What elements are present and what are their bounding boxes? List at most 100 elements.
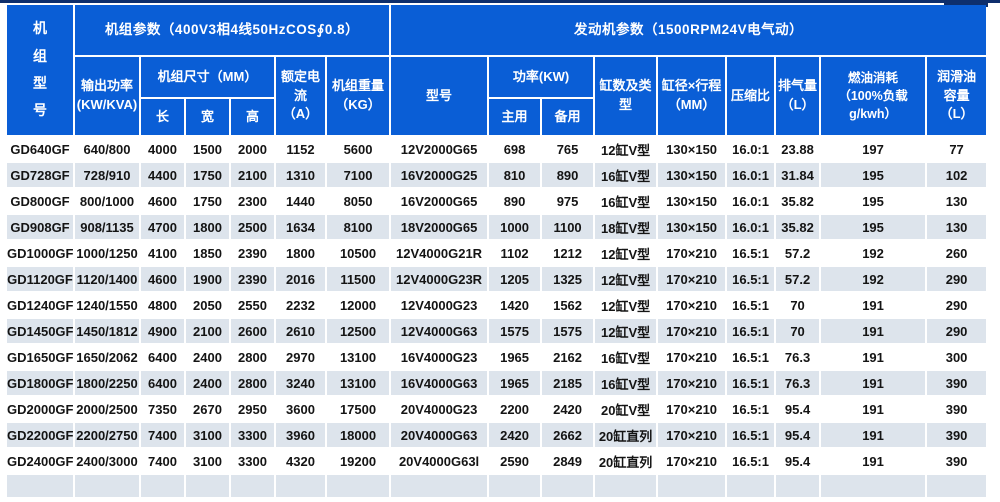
table-cell: 16V2000G65 (391, 189, 488, 213)
table-cell: 1800/2250 (75, 371, 139, 395)
table-cell: 2970 (276, 345, 325, 369)
table-cell: 19200 (327, 449, 390, 473)
table-cell: 4700 (141, 215, 184, 239)
table-cell: GD728GF (7, 163, 73, 187)
table-cell: 3300 (231, 449, 274, 473)
table-cell: 290 (927, 293, 987, 317)
table-cell: 76.3 (776, 371, 820, 395)
table-row: GD728GF 728/910 4400 1750 2100 1310 7100 16V200… (7, 163, 987, 187)
table-cell: 16.5:1 (727, 241, 775, 265)
table-row: GD1120GF 1120/1400 4600 1900 2390 2016 11500 12… (7, 267, 987, 291)
header-bore-stroke: 缸径×行程 （MM） (658, 57, 726, 135)
table-cell: 16V2000G25 (391, 163, 488, 187)
table-cell: 2590 (489, 449, 541, 473)
table-cell: 2390 (231, 267, 274, 291)
table-cell: GD1800GF (7, 371, 73, 395)
table-cell: 16缸V型 (595, 163, 657, 187)
table-cell (821, 475, 926, 497)
table-cell: 2670 (186, 397, 229, 421)
table-cell: 2800 (231, 371, 274, 395)
table-cell: 2016 (276, 267, 325, 291)
table-cell: 16.5:1 (727, 319, 775, 343)
table-cell: 16.0:1 (727, 215, 775, 239)
table-cell: 4600 (141, 267, 184, 291)
table-cell: 4320 (276, 449, 325, 473)
table-cell: 170×210 (658, 345, 726, 369)
table-cell: 3100 (186, 449, 229, 473)
table-cell (595, 475, 657, 497)
table-cell (391, 475, 488, 497)
table-cell: 195 (821, 189, 926, 213)
table-cell: 195 (821, 163, 926, 187)
table-cell: 800/1000 (75, 189, 139, 213)
table-cell: 191 (821, 449, 926, 473)
top-border (0, 0, 1000, 3)
table-cell: 102 (927, 163, 987, 187)
table-cell: 1325 (542, 267, 594, 291)
table-cell: GD2000GF (7, 397, 73, 421)
table-row: GD1800GF 1800/2250 6400 2400 2800 3240 13100 16… (7, 371, 987, 395)
table-cell: 170×210 (658, 397, 726, 421)
table-row: GD1000GF 1000/1250 4100 1850 2390 1800 10500 12… (7, 241, 987, 265)
table-cell: 70 (776, 319, 820, 343)
table-cell: 20V4000G63 (391, 423, 488, 447)
table-cell: 810 (489, 163, 541, 187)
table-cell: 20缸直列 (595, 449, 657, 473)
table-cell: 1240/1550 (75, 293, 139, 317)
table-cell: 16缸V型 (595, 345, 657, 369)
table-cell: 95.4 (776, 423, 820, 447)
table-cell (776, 475, 820, 497)
header-group-unit-params: 机组参数（400V3相4线50HzCOS∮0.8） (75, 5, 390, 55)
table-cell: 2200/2750 (75, 423, 139, 447)
table-cell: 6400 (141, 371, 184, 395)
table-cell: 2000 (231, 137, 274, 161)
header-engine-model: 型号 (391, 57, 488, 135)
table-cell (7, 475, 73, 497)
table-cell: 1310 (276, 163, 325, 187)
table-cell: 1420 (489, 293, 541, 317)
table-row: GD640GF 640/800 4000 1500 2000 1152 5600 12V200… (7, 137, 987, 161)
table-cell: 390 (927, 449, 987, 473)
table-cell: 2849 (542, 449, 594, 473)
table-cell: 16.0:1 (727, 137, 775, 161)
table-cell: 191 (821, 423, 926, 447)
table-cell: 1100 (542, 215, 594, 239)
table-cell: 1000/1250 (75, 241, 139, 265)
table-header: 机 组 型 号 机组参数（400V3相4线50HzCOS∮0.8） 发动机参数（… (7, 5, 987, 135)
table-cell: 3300 (231, 423, 274, 447)
table-cell: 2420 (489, 423, 541, 447)
table-cell: GD800GF (7, 189, 73, 213)
table-cell: 130 (927, 215, 987, 239)
table-cell: GD2400GF (7, 449, 73, 473)
table-cell: GD1650GF (7, 345, 73, 369)
table-cell: 170×210 (658, 423, 726, 447)
table-cell: 16.5:1 (727, 293, 775, 317)
table-cell: 4600 (141, 189, 184, 213)
table-cell: 3100 (186, 423, 229, 447)
table-cell: 12缸V型 (595, 267, 657, 291)
table-cell (542, 475, 594, 497)
table-cell: 12V4000G23R (391, 267, 488, 291)
table-cell: 76.3 (776, 345, 820, 369)
table-cell: 2610 (276, 319, 325, 343)
table-row: GD908GF 908/1135 4700 1800 2500 1634 8100 18V20… (7, 215, 987, 239)
header-power-kw: 功率(KW) (489, 57, 594, 97)
table-body: GD640GF 640/800 4000 1500 2000 1152 5600 12V200… (7, 137, 987, 497)
table-cell: 1575 (489, 319, 541, 343)
table-cell: 170×210 (658, 241, 726, 265)
table-cell: 70 (776, 293, 820, 317)
table-cell: 2950 (231, 397, 274, 421)
partial-row (7, 475, 987, 497)
table-cell: 1800 (276, 241, 325, 265)
table-cell: 2100 (231, 163, 274, 187)
table-cell: 1634 (276, 215, 325, 239)
table-cell: 765 (542, 137, 594, 161)
header-compression: 压缩比 (727, 57, 775, 135)
table-cell: 1900 (186, 267, 229, 291)
header-standby-power: 备用 (542, 99, 594, 135)
header-length: 长 (141, 99, 184, 135)
table-cell: 2662 (542, 423, 594, 447)
table-cell: 16.5:1 (727, 423, 775, 447)
table-cell: GD1120GF (7, 267, 73, 291)
table-cell: 1575 (542, 319, 594, 343)
